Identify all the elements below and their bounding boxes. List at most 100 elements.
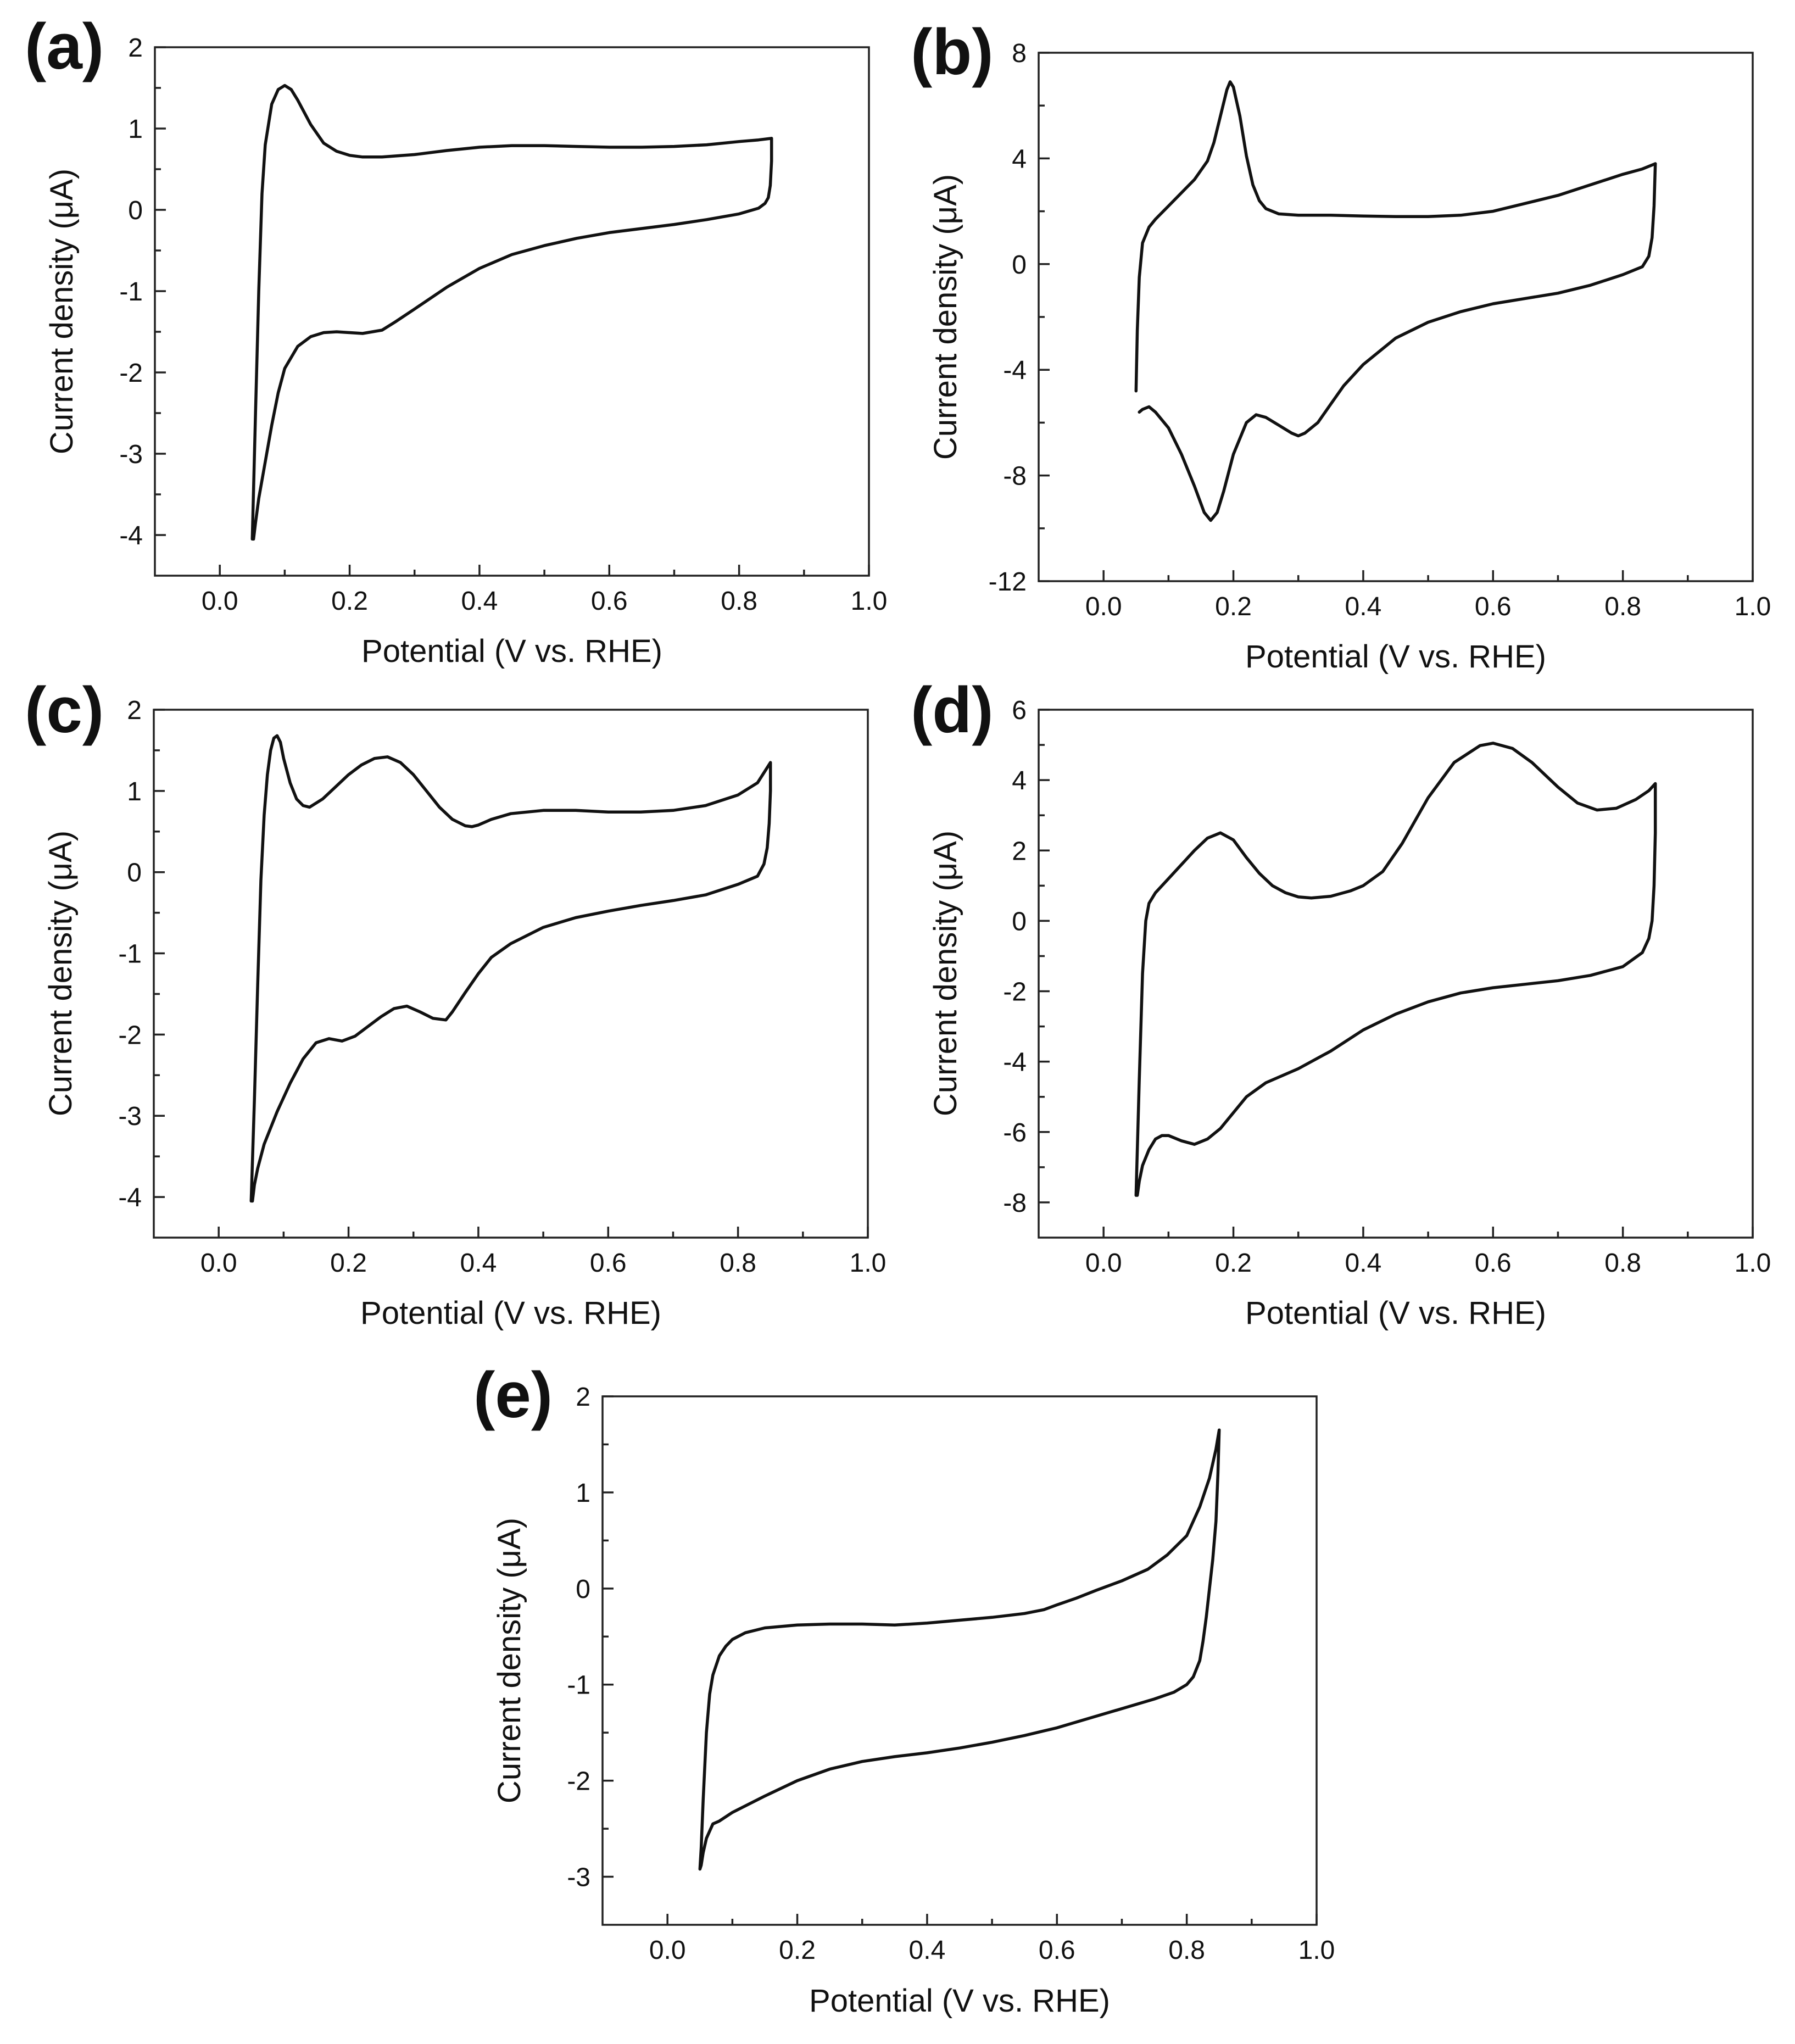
y-tick-label-b-1: -8	[1003, 462, 1027, 491]
x-tick-label-a-5: 1.0	[851, 587, 888, 616]
x-tick-label-b-1: 0.2	[1215, 592, 1252, 621]
y-tick-label-d-0: -8	[1003, 1189, 1027, 1218]
x-tick-label-b-4: 0.8	[1604, 592, 1641, 621]
y-tick-label-d-4: 0	[1012, 907, 1027, 936]
y-tick-label-e-3: 0	[576, 1575, 590, 1604]
series-group-e	[698, 1428, 1221, 1871]
x-axis-label-a: Potential (V vs. RHE)	[361, 633, 662, 669]
x-tick-label-c-0: 0.0	[200, 1249, 237, 1278]
y-axis-label-b: Current density (μA)	[928, 174, 963, 460]
panel-d: (d) 0.0 0.2 0.4 0.6 0.8 1.0 -8 -6 -4 -2 0 2 4 6 Pote…	[911, 674, 1771, 1331]
y-tick-label-d-2: -4	[1003, 1048, 1027, 1077]
series-group-d	[1134, 742, 1657, 1197]
x-axis-b: 0.0 0.2 0.4 0.6 0.8 1.0	[1085, 570, 1771, 621]
y-axis-label-e: Current density (μA)	[492, 1518, 527, 1803]
y-tick-label-c-6: 2	[127, 696, 142, 725]
y-tick-label-a-1: -3	[119, 440, 143, 469]
x-tick-label-d-2: 0.4	[1345, 1249, 1382, 1278]
y-axis-label-d: Current density (μA)	[928, 831, 963, 1116]
y-axis-c: -4 -3 -2 -1 0 1 2	[118, 696, 165, 1212]
plot-frame-a	[154, 46, 870, 577]
panel-label-b: (b)	[911, 16, 994, 88]
y-tick-label-c-2: -2	[118, 1021, 142, 1050]
y-tick-label-e-4: 1	[576, 1479, 590, 1508]
panel-e: (e) 0.0 0.2 0.4 0.6 0.8 1.0 -3 -2 -1 0 1 2 Potenti…	[473, 1359, 1335, 2019]
x-tick-label-e-3: 0.6	[1039, 1936, 1075, 1965]
y-tick-label-e-1: -2	[567, 1767, 590, 1796]
x-tick-label-c-4: 0.8	[720, 1249, 756, 1278]
y-axis-label-a: Current density (μA)	[44, 169, 80, 454]
y-tick-label-a-6: 2	[128, 34, 143, 63]
x-tick-label-e-1: 0.2	[779, 1936, 816, 1965]
cv-curve-e-0	[698, 1428, 1221, 1871]
x-axis-label-b: Potential (V vs. RHE)	[1245, 639, 1546, 675]
x-tick-label-b-2: 0.4	[1345, 592, 1382, 621]
y-axis-b: -12 -8 -4 0 4 8	[989, 39, 1050, 597]
y-tick-label-d-5: 2	[1012, 837, 1027, 866]
x-tick-label-d-0: 0.0	[1085, 1249, 1122, 1278]
x-tick-label-b-3: 0.6	[1475, 592, 1512, 621]
panel-label-c: (c)	[25, 674, 104, 747]
x-axis-e: 0.0 0.2 0.4 0.6 0.8 1.0	[649, 1914, 1335, 1965]
x-axis-a: 0.0 0.2 0.4 0.6 0.8 1.0	[202, 565, 888, 616]
cv-curve-d-0	[1134, 742, 1657, 1197]
cv-curve-a-0	[250, 83, 773, 541]
y-tick-label-d-3: -2	[1003, 978, 1027, 1007]
y-tick-label-d-1: -6	[1003, 1118, 1027, 1148]
x-tick-label-e-2: 0.4	[909, 1936, 946, 1965]
panel-c: (c) 0.0 0.2 0.4 0.6 0.8 1.0 -4 -3 -2 -1 0 1 2 Poten…	[25, 674, 886, 1331]
x-tick-label-c-1: 0.2	[330, 1249, 367, 1278]
y-tick-label-d-6: 4	[1012, 766, 1027, 795]
series-group-c	[249, 734, 772, 1203]
y-tick-label-c-1: -3	[118, 1102, 142, 1131]
cv-curve-b-1	[1138, 162, 1657, 522]
x-tick-label-d-3: 0.6	[1475, 1249, 1512, 1278]
x-axis-label-d: Potential (V vs. RHE)	[1245, 1295, 1546, 1331]
y-tick-label-d-7: 6	[1012, 696, 1027, 725]
y-tick-label-a-0: -4	[119, 521, 143, 550]
y-tick-label-b-3: 0	[1012, 250, 1027, 280]
x-tick-label-d-1: 0.2	[1215, 1249, 1252, 1278]
x-axis-c: 0.0 0.2 0.4 0.6 0.8 1.0	[200, 1227, 887, 1278]
x-tick-label-e-0: 0.0	[649, 1936, 686, 1965]
x-tick-label-d-5: 1.0	[1735, 1249, 1771, 1278]
y-tick-label-a-5: 1	[128, 115, 143, 144]
y-tick-label-a-2: -2	[119, 359, 143, 388]
y-axis-d: -8 -6 -4 -2 0 2 4 6	[1003, 696, 1050, 1218]
x-tick-label-a-3: 0.6	[591, 587, 628, 616]
cv-curve-b-0	[1134, 80, 1657, 393]
panel-a: (a) 0.0 0.2 0.4 0.6 0.8 1.0 -4 -3 -2 -1 0 1 2 Poten…	[25, 10, 887, 669]
x-tick-label-a-1: 0.2	[331, 587, 368, 616]
y-tick-label-c-4: 0	[127, 859, 142, 888]
x-axis-d: 0.0 0.2 0.4 0.6 0.8 1.0	[1085, 1227, 1771, 1278]
y-tick-label-a-3: -1	[119, 277, 143, 307]
x-tick-label-d-4: 0.8	[1604, 1249, 1641, 1278]
x-tick-label-c-5: 1.0	[850, 1249, 887, 1278]
series-group-a	[250, 83, 773, 541]
x-tick-label-b-0: 0.0	[1085, 592, 1122, 621]
x-tick-label-a-4: 0.8	[721, 587, 757, 616]
x-tick-label-e-5: 1.0	[1298, 1936, 1335, 1965]
x-tick-label-c-2: 0.4	[460, 1249, 497, 1278]
y-tick-label-c-5: 1	[127, 777, 142, 806]
y-tick-label-b-5: 8	[1012, 39, 1027, 68]
panel-label-d: (d)	[911, 674, 994, 747]
y-tick-label-e-5: 2	[576, 1383, 590, 1412]
y-tick-label-e-2: -1	[567, 1671, 590, 1700]
x-tick-label-b-5: 1.0	[1735, 592, 1771, 621]
y-axis-e: -3 -2 -1 0 1 2	[567, 1383, 614, 1892]
series-group-b	[1134, 80, 1657, 522]
x-tick-label-c-3: 0.6	[590, 1249, 627, 1278]
panel-label-a: (a)	[25, 10, 104, 83]
x-tick-label-a-2: 0.4	[461, 587, 498, 616]
cv-curve-c-0	[249, 734, 772, 1203]
x-axis-label-e: Potential (V vs. RHE)	[809, 1983, 1110, 2019]
x-tick-label-e-4: 0.8	[1168, 1936, 1205, 1965]
y-tick-label-b-0: -12	[989, 567, 1027, 597]
y-tick-label-c-3: -1	[118, 940, 142, 969]
plot-frame-e	[601, 1395, 1318, 1926]
panel-label-e: (e)	[473, 1359, 553, 1432]
y-axis-a: -4 -3 -2 -1 0 1 2	[119, 34, 166, 550]
